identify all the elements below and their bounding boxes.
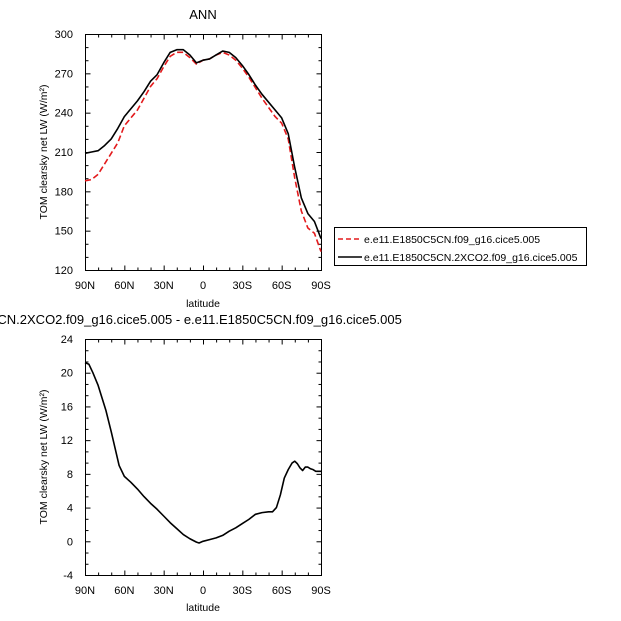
x-tick-label: 30N xyxy=(154,585,174,597)
chart-title: e.e11.E1850C5CN.2XCO2.f09_g16.cice5.005 … xyxy=(0,312,402,327)
x-tick-label: 60N xyxy=(114,585,134,597)
axis-ticks: 90N 60N 30N 0 30S 60S 90S -4 0 4 8 12 16 20 24 xyxy=(61,334,331,597)
x-tick-label: 30N xyxy=(154,280,174,292)
series-line xyxy=(84,51,322,252)
y-tick-label: 20 xyxy=(61,368,73,380)
chart-difference-lw: e.e11.E1850C5CN.2XCO2.f09_g16.cice5.005 … xyxy=(0,312,402,614)
x-tick-label: 30S xyxy=(233,280,253,292)
plot-frame xyxy=(85,339,322,576)
x-tick-label: 90N xyxy=(75,585,95,597)
plot-frame xyxy=(85,34,322,271)
y-tick-label: 0 xyxy=(67,536,73,548)
series-group xyxy=(84,48,322,252)
axis-ticks: 90N 60N 30N 0 30S 60S 90S 120 150 180 210 240 270 300 xyxy=(55,29,331,292)
y-tick-label: 240 xyxy=(55,108,73,120)
y-tick-label: 180 xyxy=(55,186,73,198)
y-axis-label: TOM clearsky net LW (W/m²) xyxy=(38,85,50,220)
legend-frame xyxy=(334,227,587,266)
y-tick-label: -4 xyxy=(63,570,73,582)
x-tick-label: 0 xyxy=(200,280,206,292)
series-group xyxy=(84,361,321,544)
x-axis-label: latitude xyxy=(186,298,220,310)
x-tick-label: 90S xyxy=(311,585,331,597)
x-tick-label: 60S xyxy=(272,585,292,597)
x-tick-label: 90N xyxy=(75,280,95,292)
y-axis-label: TOM clearsky net LW (W/m²) xyxy=(38,390,50,525)
x-axis-label: latitude xyxy=(186,602,220,614)
y-tick-label: 300 xyxy=(55,29,73,41)
y-tick-label: 150 xyxy=(55,226,73,238)
legend-label: e.e11.E1850C5CN.f09_g16.cice5.005 xyxy=(364,234,540,246)
y-tick-label: 210 xyxy=(55,147,73,159)
x-tick-label: 60N xyxy=(114,280,134,292)
series-line xyxy=(84,48,322,239)
y-tick-label: 24 xyxy=(61,334,73,346)
y-tick-label: 270 xyxy=(55,68,73,80)
y-tick-label: 4 xyxy=(67,503,73,515)
legend-label: e.e11.E1850C5CN.2XCO2.f09_g16.cice5.005 xyxy=(364,252,578,264)
x-tick-label: 30S xyxy=(233,585,253,597)
chart-annual-lw: ANN 90N 60N 30N 0 30S 60S 90S 120 150 180 210 240 27… xyxy=(38,7,587,310)
x-tick-label: 60S xyxy=(272,280,292,292)
y-tick-label: 16 xyxy=(61,401,73,413)
x-tick-label: 0 xyxy=(200,585,206,597)
chart-title: ANN xyxy=(189,7,216,22)
y-tick-label: 120 xyxy=(55,265,73,277)
legend: e.e11.E1850C5CN.f09_g16.cice5.005 e.e11.E… xyxy=(334,227,587,266)
y-tick-label: 12 xyxy=(61,435,73,447)
series-line xyxy=(84,361,321,544)
x-tick-label: 90S xyxy=(311,280,331,292)
y-tick-label: 8 xyxy=(67,469,73,481)
